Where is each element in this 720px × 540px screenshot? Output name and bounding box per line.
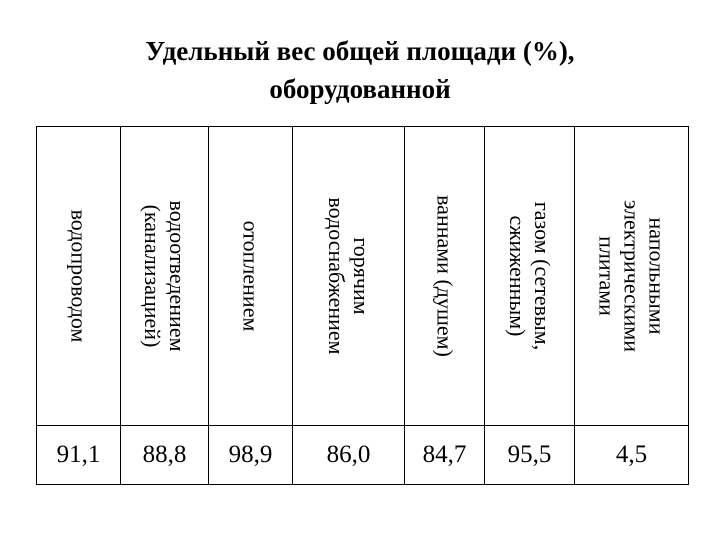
header-line: ваннами (душем) [432, 195, 457, 357]
value-water-supply: 91,1 [36, 425, 121, 485]
header-line: (канализацией) [139, 204, 165, 348]
column-header-hot-water: горячим водоснабжением [292, 126, 405, 426]
page-title: Удельный вес общей площади (%), оборудов… [0, 32, 720, 108]
title-line-1: Удельный вес общей площади (%), [145, 36, 575, 66]
value-gas: 95,5 [484, 425, 575, 485]
header-line: отоплением [238, 220, 263, 332]
column-header-heating: отоплением [208, 126, 293, 426]
column-header-gas: газом (сетевым, сжиженным) [484, 126, 575, 426]
header-line: водопроводом [66, 209, 91, 343]
value-hot-water: 86,0 [292, 425, 405, 485]
header-line: электрическими [619, 199, 644, 353]
value-heating: 98,9 [208, 425, 293, 485]
header-line: сжиженным) [504, 215, 530, 337]
value-sewerage: 88,8 [120, 425, 209, 485]
value-baths: 84,7 [404, 425, 485, 485]
column-header-water-supply: водопроводом [36, 126, 121, 426]
header-line: газом (сетевым, [529, 201, 555, 351]
value-electric-stoves: 4,5 [574, 425, 689, 485]
column-header-baths: ваннами (душем) [404, 126, 485, 426]
column-header-sewerage: водоотведением (канализацией) [120, 126, 209, 426]
header-line: плитами [594, 236, 619, 316]
data-table: водопроводом водоотведением (канализацие… [36, 126, 689, 485]
header-line: водоснабжением [323, 197, 349, 355]
values-row: 91,1 88,8 98,9 86,0 84,7 95,5 4,5 [36, 425, 689, 485]
column-header-electric-stoves: напольными электрическими плитами [574, 126, 689, 426]
header-row: водопроводом водоотведением (канализацие… [36, 126, 689, 426]
title-line-2: оборудованной [269, 74, 451, 104]
header-line: напольными [644, 217, 669, 335]
header-line: водоотведением [164, 200, 190, 352]
header-line: горячим [348, 237, 374, 315]
